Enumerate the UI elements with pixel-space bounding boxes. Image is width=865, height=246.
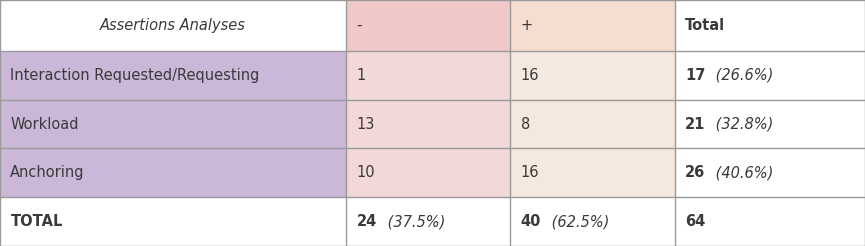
Text: Assertions Analyses: Assertions Analyses (100, 18, 246, 33)
Text: -: - (356, 18, 362, 33)
Bar (346, 51, 510, 100)
Text: 17: 17 (685, 68, 706, 83)
Bar (0, 100, 346, 148)
Text: 21: 21 (685, 117, 706, 132)
Bar (510, 148, 675, 197)
Text: 10: 10 (356, 165, 375, 180)
Text: +: + (521, 18, 533, 33)
Text: TOTAL: TOTAL (10, 214, 63, 229)
Text: Interaction Requested/Requesting: Interaction Requested/Requesting (10, 68, 260, 83)
Bar (346, 197, 510, 246)
Bar (510, 51, 675, 100)
Text: 16: 16 (521, 165, 539, 180)
Text: (40.6%): (40.6%) (711, 165, 773, 180)
Text: 64: 64 (685, 214, 705, 229)
Bar (346, 100, 510, 148)
Text: 26: 26 (685, 165, 705, 180)
Bar (0, 51, 346, 100)
Bar (0, 197, 346, 246)
Bar (510, 0, 675, 51)
Text: (62.5%): (62.5%) (547, 214, 610, 229)
Text: (32.8%): (32.8%) (711, 117, 774, 132)
Text: 8: 8 (521, 117, 530, 132)
Text: Workload: Workload (10, 117, 79, 132)
Text: 24: 24 (356, 214, 376, 229)
Text: Anchoring: Anchoring (10, 165, 85, 180)
Bar (675, 100, 865, 148)
Bar (346, 0, 510, 51)
Text: 13: 13 (356, 117, 375, 132)
Text: Total: Total (685, 18, 725, 33)
Text: 1: 1 (356, 68, 366, 83)
Bar (675, 148, 865, 197)
Text: (37.5%): (37.5%) (382, 214, 445, 229)
Bar (0, 148, 346, 197)
Bar (675, 51, 865, 100)
Bar (346, 148, 510, 197)
Bar (510, 100, 675, 148)
Text: (26.6%): (26.6%) (711, 68, 774, 83)
Bar (675, 0, 865, 51)
Bar (510, 197, 675, 246)
Text: 40: 40 (521, 214, 541, 229)
Text: 16: 16 (521, 68, 539, 83)
Bar (0, 0, 346, 51)
Bar (675, 197, 865, 246)
